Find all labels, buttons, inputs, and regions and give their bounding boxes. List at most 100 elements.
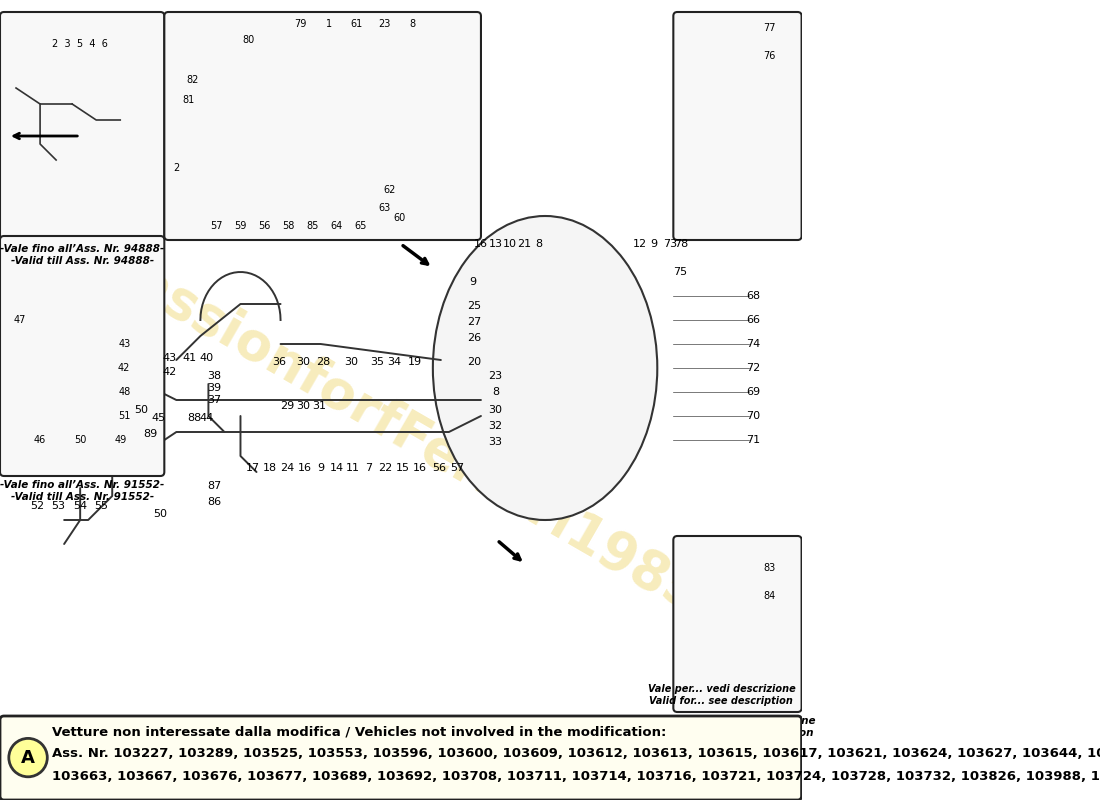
Text: 26: 26 [468, 333, 482, 342]
Text: 30: 30 [296, 402, 310, 411]
Text: 69: 69 [747, 387, 760, 397]
Text: 49: 49 [114, 435, 126, 445]
Text: 62: 62 [384, 186, 396, 195]
Text: 30: 30 [296, 357, 310, 366]
Text: 84: 84 [763, 591, 776, 601]
Text: 13: 13 [488, 239, 503, 249]
Text: passionforfFerrari1985: passionforfFerrari1985 [91, 238, 710, 626]
Text: A: A [21, 749, 35, 766]
Text: -Vale fino all’Ass. Nr. 91552-
-Valid till Ass. Nr. 91552-: -Vale fino all’Ass. Nr. 91552- -Valid ti… [0, 480, 164, 502]
Text: 8: 8 [492, 387, 499, 397]
Text: 75: 75 [673, 267, 686, 277]
Text: 29: 29 [279, 402, 294, 411]
Text: 81: 81 [183, 95, 195, 105]
Text: 64: 64 [330, 221, 343, 230]
Text: 65: 65 [354, 221, 367, 230]
FancyBboxPatch shape [164, 12, 481, 240]
Text: 25: 25 [468, 301, 482, 310]
Text: 1: 1 [326, 19, 332, 29]
FancyBboxPatch shape [0, 716, 802, 800]
Text: 27: 27 [468, 317, 482, 326]
Text: 48: 48 [118, 387, 131, 397]
Text: 70: 70 [747, 411, 760, 421]
Text: 50: 50 [134, 405, 148, 414]
Text: 43: 43 [118, 339, 131, 349]
Text: 44: 44 [200, 413, 213, 422]
Text: 38: 38 [207, 371, 221, 381]
Text: 31: 31 [312, 402, 326, 411]
Text: 55: 55 [94, 501, 108, 510]
Text: 57: 57 [450, 463, 464, 473]
Text: 86: 86 [207, 498, 221, 507]
Text: 72: 72 [747, 363, 760, 373]
Text: 22: 22 [377, 463, 392, 473]
Text: 32: 32 [488, 421, 503, 430]
Text: 40: 40 [200, 354, 213, 363]
Text: 59: 59 [234, 221, 246, 230]
Text: 87: 87 [207, 482, 221, 491]
Ellipse shape [433, 216, 658, 520]
Text: 28: 28 [316, 357, 330, 366]
Text: 82: 82 [186, 75, 199, 85]
Text: 74: 74 [747, 339, 760, 349]
Text: 7: 7 [365, 463, 372, 473]
Text: 16: 16 [412, 463, 427, 473]
Text: 83: 83 [763, 563, 776, 573]
FancyBboxPatch shape [0, 12, 164, 240]
Text: 23: 23 [378, 19, 390, 29]
Text: 103663, 103667, 103676, 103677, 103689, 103692, 103708, 103711, 103714, 103716, : 103663, 103667, 103676, 103677, 103689, … [52, 770, 1100, 782]
Text: 61: 61 [351, 19, 363, 29]
Text: 36: 36 [272, 357, 286, 366]
Text: 17: 17 [245, 463, 260, 473]
Text: 19: 19 [408, 357, 422, 366]
Text: 14: 14 [330, 463, 343, 473]
Text: 57: 57 [210, 221, 222, 230]
Text: 37: 37 [207, 395, 221, 405]
Text: 41: 41 [183, 354, 197, 363]
Text: 53: 53 [51, 501, 65, 510]
Text: 43: 43 [163, 354, 177, 363]
Text: 47: 47 [14, 315, 26, 325]
Text: 54: 54 [73, 501, 87, 510]
Text: 68: 68 [747, 291, 760, 301]
Text: 8: 8 [535, 239, 542, 249]
Text: 78: 78 [674, 239, 689, 249]
Text: 73: 73 [663, 239, 678, 249]
Text: 76: 76 [763, 51, 776, 61]
Text: 15: 15 [395, 463, 409, 473]
Text: 9: 9 [650, 239, 658, 249]
Text: 66: 66 [747, 315, 760, 325]
Text: 16: 16 [298, 463, 311, 473]
Text: 51: 51 [118, 411, 131, 421]
Text: 77: 77 [763, 23, 776, 33]
Text: 85: 85 [307, 221, 319, 230]
Text: 50: 50 [153, 509, 167, 518]
Circle shape [9, 738, 47, 777]
Text: 45: 45 [152, 413, 166, 422]
Text: 39: 39 [207, 383, 221, 393]
Text: 30: 30 [488, 405, 503, 414]
Text: 60: 60 [393, 213, 405, 222]
Text: 8: 8 [410, 19, 416, 29]
Text: 12: 12 [632, 239, 647, 249]
Text: 42: 42 [163, 367, 177, 377]
Text: 24: 24 [279, 463, 294, 473]
Text: 52: 52 [30, 501, 44, 510]
Text: 80: 80 [242, 35, 254, 45]
Text: 46: 46 [34, 435, 46, 445]
FancyBboxPatch shape [673, 12, 802, 240]
Text: 63: 63 [378, 203, 390, 213]
Text: 33: 33 [488, 437, 503, 446]
Text: 9: 9 [470, 277, 476, 286]
Text: 18: 18 [263, 463, 277, 473]
Text: 58: 58 [283, 221, 295, 230]
Text: 56: 56 [432, 463, 447, 473]
Text: 71: 71 [747, 435, 760, 445]
Text: 11: 11 [345, 463, 360, 473]
Text: 88: 88 [187, 413, 201, 422]
FancyBboxPatch shape [673, 536, 802, 712]
Text: Vale per... vedi descrizione
Valid for... see description: Vale per... vedi descrizione Valid for..… [659, 716, 816, 738]
Text: 34: 34 [387, 357, 402, 366]
Text: Vetture non interessate dalla modifica / Vehicles not involved in the modificati: Vetture non interessate dalla modifica /… [52, 726, 667, 738]
Text: 10: 10 [503, 239, 517, 249]
